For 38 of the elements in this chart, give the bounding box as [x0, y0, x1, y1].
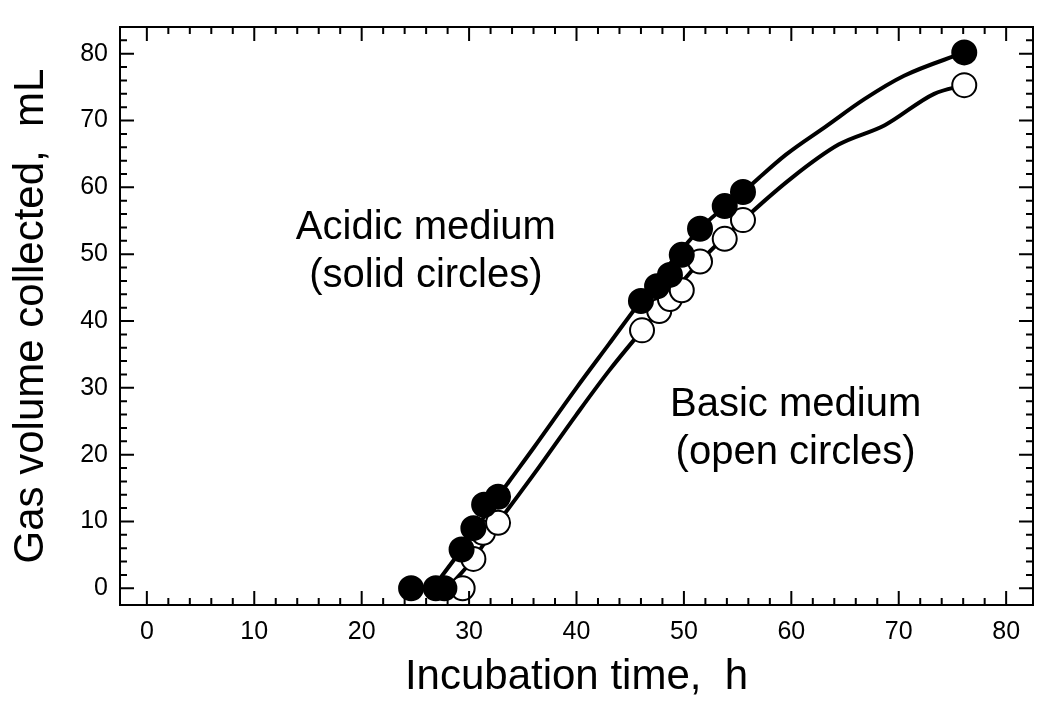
- annotation: Acidic medium (solid circles): [295, 203, 556, 296]
- x-tick-label: 80: [992, 615, 1021, 644]
- y-axis-title: Gas volume collected, mL: [4, 68, 52, 564]
- y-tick-label: 70: [80, 104, 108, 133]
- x-tick-label: 60: [777, 615, 806, 644]
- point: [485, 509, 512, 536]
- x-tick-label: 70: [884, 615, 913, 644]
- y-tick-label: 10: [80, 505, 108, 534]
- y-tick-label: 30: [80, 371, 108, 400]
- point: [460, 515, 487, 542]
- x-tick-label: 20: [347, 615, 376, 644]
- point: [951, 72, 978, 99]
- point: [656, 261, 683, 288]
- point: [951, 39, 978, 66]
- point: [629, 317, 656, 344]
- y-tick-label: 40: [80, 304, 108, 333]
- y-tick-label: 60: [80, 171, 108, 200]
- annotation: Basic medium (open circles): [670, 379, 922, 472]
- point: [729, 207, 756, 234]
- y-tick-label: 50: [80, 238, 108, 267]
- point: [687, 215, 714, 242]
- y-tick-label: 0: [94, 572, 108, 601]
- point: [711, 225, 738, 252]
- x-tick-label: 0: [139, 615, 154, 644]
- x-tick-label: 30: [455, 615, 483, 644]
- point: [448, 536, 475, 563]
- y-tick-label: 80: [80, 37, 108, 66]
- x-axis-title: Incubation time, h: [404, 651, 749, 699]
- point: [711, 193, 738, 220]
- x-tick-label: 40: [562, 615, 591, 644]
- point: [668, 241, 695, 268]
- x-tick-label: 50: [670, 615, 698, 644]
- point: [729, 179, 756, 206]
- point: [485, 483, 512, 510]
- point: [627, 287, 654, 314]
- y-tick-label: 20: [80, 438, 108, 467]
- x-tick-label: 10: [240, 615, 269, 644]
- point: [398, 575, 425, 602]
